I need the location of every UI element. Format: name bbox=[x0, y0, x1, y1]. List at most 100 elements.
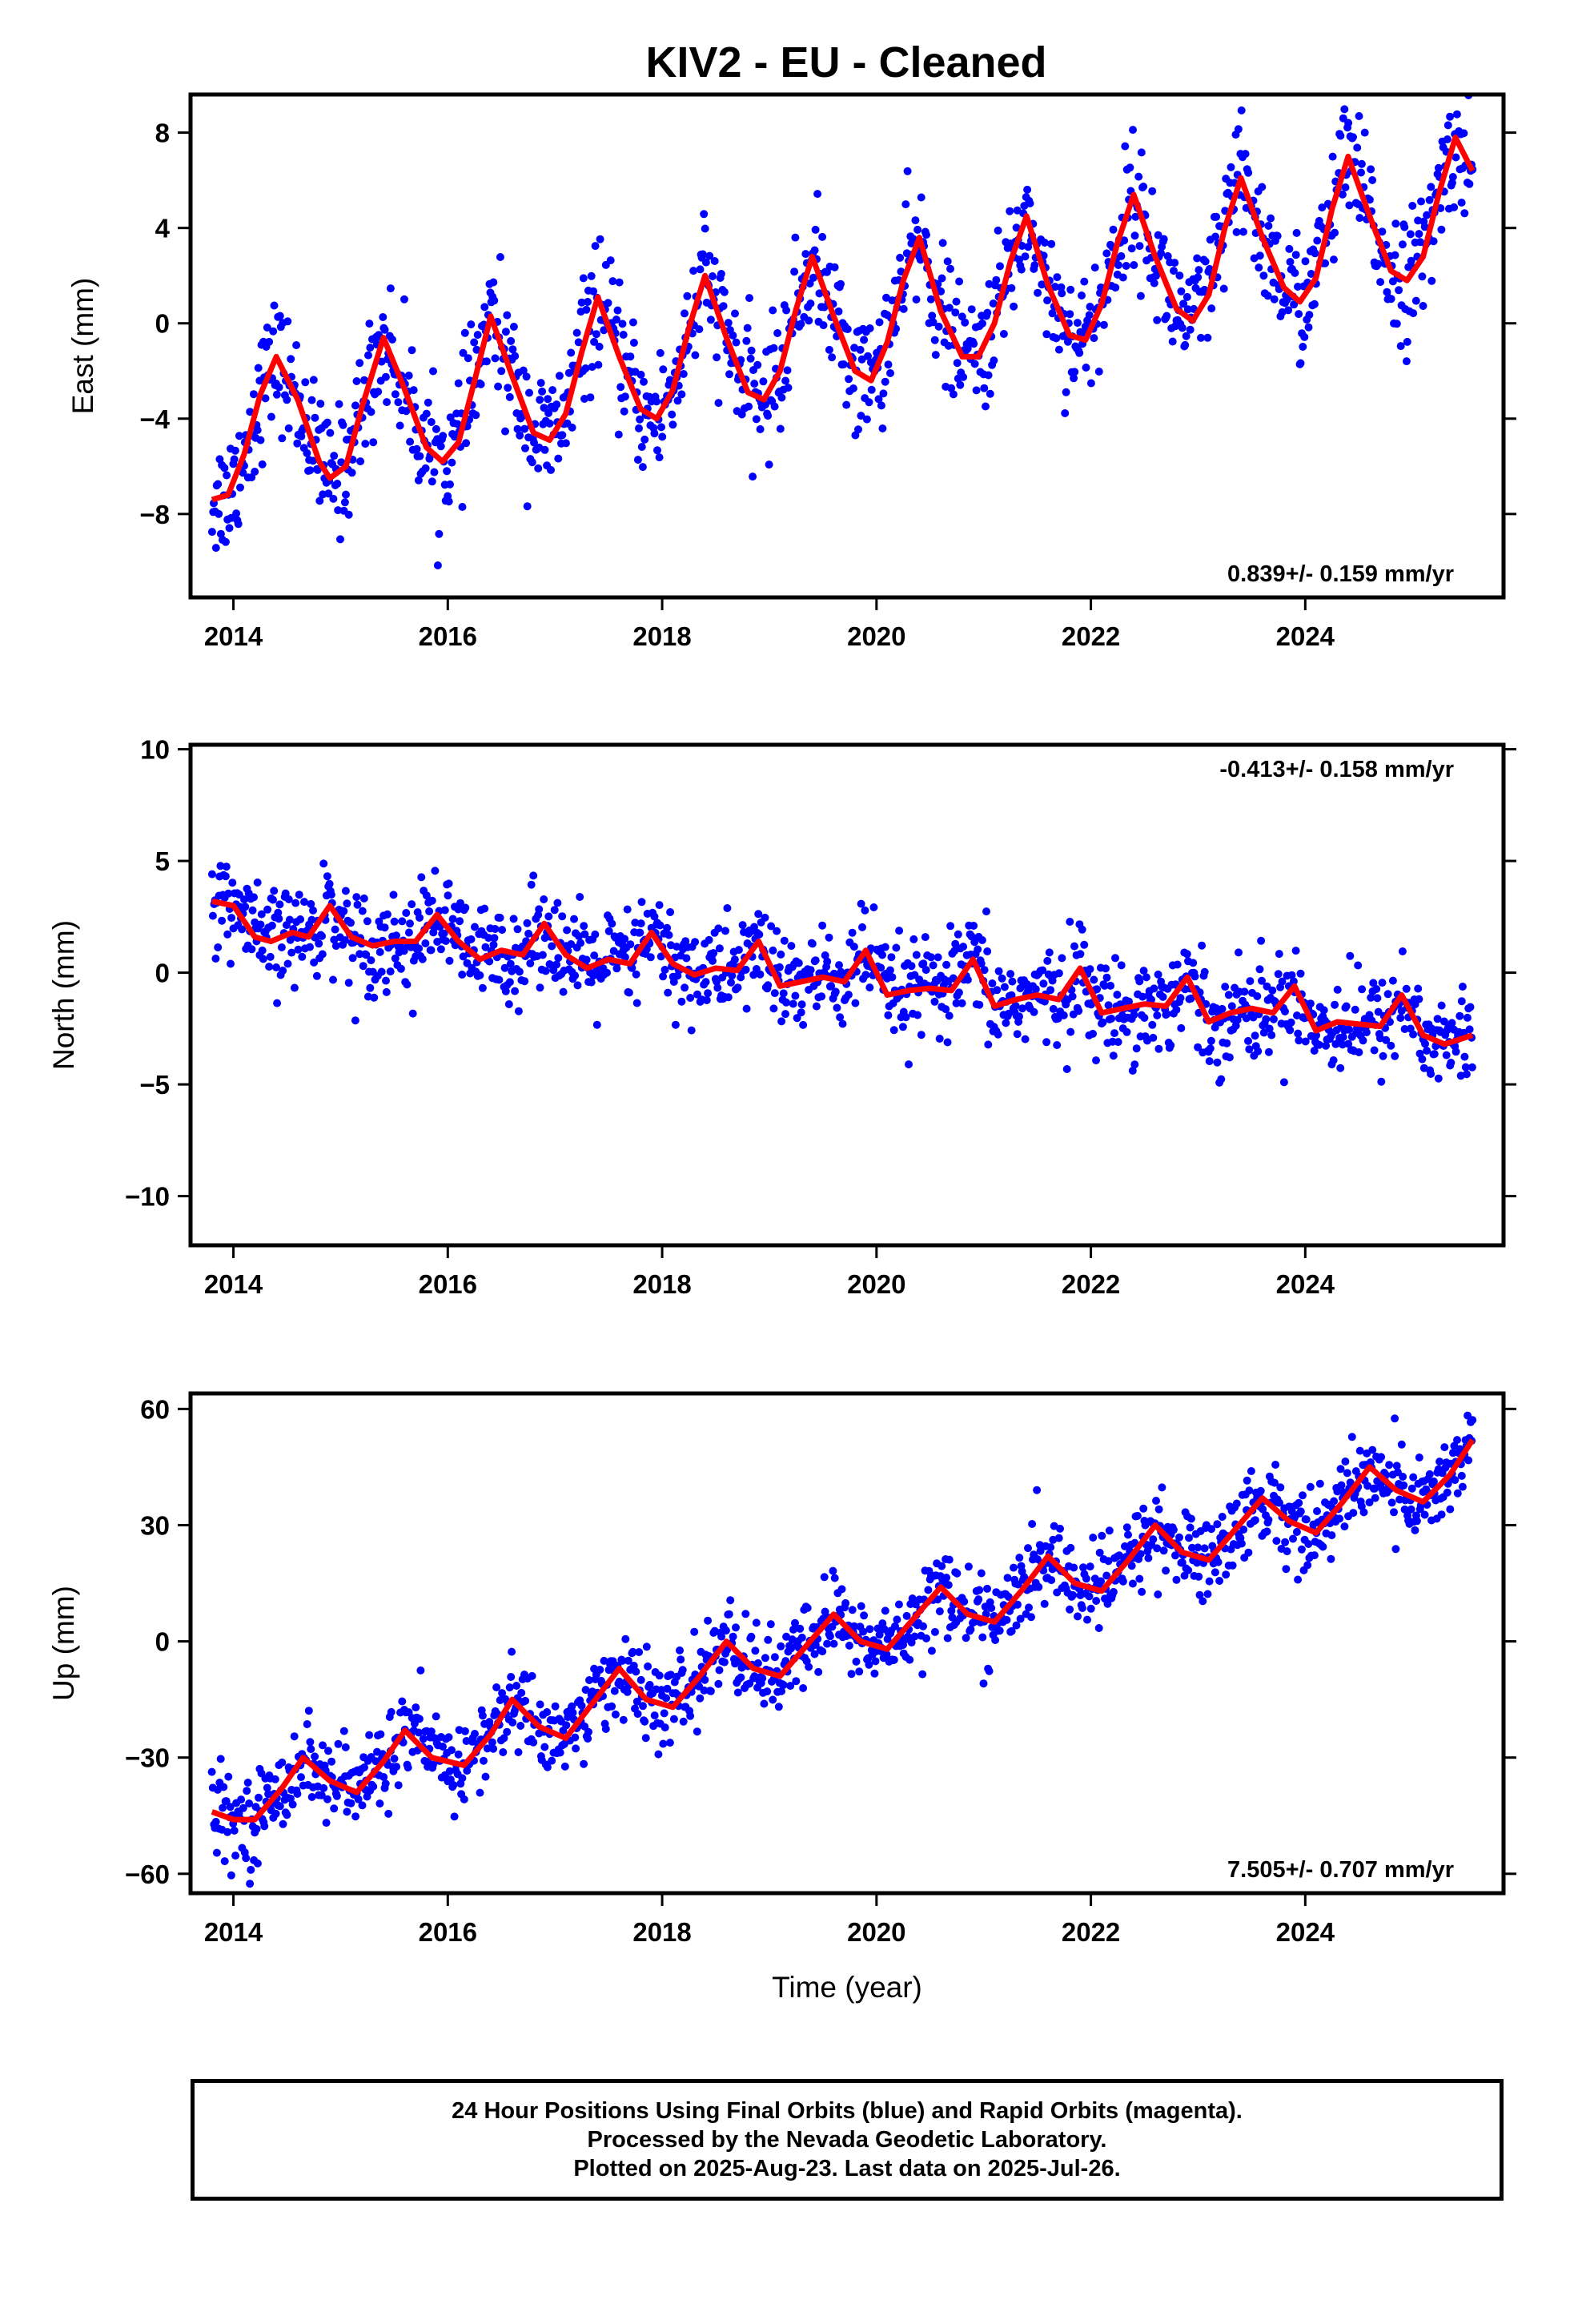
data-point bbox=[673, 396, 682, 405]
data-point bbox=[404, 1763, 412, 1772]
data-point bbox=[1376, 278, 1385, 287]
data-point bbox=[1321, 259, 1330, 267]
data-point bbox=[1185, 1534, 1193, 1542]
data-point bbox=[717, 270, 725, 278]
data-point bbox=[1057, 283, 1066, 292]
data-point bbox=[1090, 263, 1099, 272]
data-point bbox=[304, 1707, 313, 1715]
data-point bbox=[256, 436, 265, 444]
data-point bbox=[849, 384, 857, 392]
data-point bbox=[384, 1809, 393, 1818]
data-point bbox=[686, 1711, 695, 1720]
data-point bbox=[429, 1760, 437, 1769]
data-point bbox=[1122, 262, 1130, 270]
data-point bbox=[755, 930, 764, 939]
data-point bbox=[1195, 1572, 1203, 1581]
data-point bbox=[1045, 948, 1054, 957]
data-point bbox=[404, 372, 413, 380]
data-point bbox=[1358, 985, 1367, 994]
data-point bbox=[360, 376, 368, 384]
data-point bbox=[799, 1684, 808, 1692]
data-point bbox=[686, 994, 695, 1002]
data-point bbox=[484, 934, 493, 943]
data-point bbox=[849, 1622, 858, 1630]
data-point bbox=[380, 325, 389, 334]
data-point bbox=[1370, 1484, 1379, 1493]
data-point bbox=[789, 1625, 797, 1634]
data-point bbox=[523, 502, 532, 511]
data-point bbox=[1287, 971, 1296, 979]
data-point bbox=[476, 1788, 484, 1797]
data-point bbox=[269, 327, 278, 336]
data-point bbox=[782, 998, 790, 1007]
data-point bbox=[521, 444, 529, 452]
data-point bbox=[1399, 1481, 1408, 1490]
data-point bbox=[773, 329, 782, 337]
footer-line-3: Plotted on 2025-Aug-23. Last data on 202… bbox=[573, 2156, 1121, 2181]
data-point bbox=[490, 296, 499, 305]
data-point bbox=[333, 480, 342, 488]
data-point bbox=[1186, 1514, 1195, 1523]
data-point bbox=[1193, 1558, 1202, 1567]
data-point bbox=[307, 1793, 316, 1801]
data-point bbox=[356, 457, 365, 466]
y-tick-label: 60 bbox=[140, 1394, 170, 1424]
data-point bbox=[216, 1755, 225, 1763]
data-point bbox=[741, 965, 750, 974]
data-point bbox=[980, 384, 989, 392]
data-point bbox=[1304, 1540, 1313, 1548]
data-point bbox=[415, 1728, 423, 1737]
data-point bbox=[1154, 970, 1162, 979]
data-point bbox=[921, 966, 930, 975]
data-point bbox=[223, 1827, 232, 1836]
data-point bbox=[1070, 942, 1078, 951]
data-point bbox=[1427, 1070, 1435, 1078]
data-point bbox=[700, 210, 709, 219]
data-point bbox=[275, 1802, 284, 1811]
data-point bbox=[436, 442, 445, 451]
data-point bbox=[1130, 261, 1138, 269]
data-point bbox=[501, 427, 509, 436]
data-point bbox=[600, 1656, 608, 1665]
data-point bbox=[945, 1011, 954, 1020]
data-point bbox=[417, 873, 426, 882]
data-point bbox=[560, 1762, 569, 1771]
data-point bbox=[1194, 1543, 1203, 1552]
data-point bbox=[307, 1745, 315, 1754]
data-point bbox=[1036, 1546, 1045, 1555]
data-point bbox=[324, 489, 333, 498]
data-point bbox=[1182, 950, 1191, 959]
data-point bbox=[323, 418, 331, 427]
data-point bbox=[1264, 222, 1273, 230]
data-point bbox=[454, 905, 463, 914]
data-point bbox=[507, 1673, 516, 1681]
data-point bbox=[1162, 1010, 1171, 1019]
data-point bbox=[666, 908, 675, 916]
data-point bbox=[1373, 994, 1382, 1003]
data-point bbox=[1109, 1587, 1118, 1596]
data-point bbox=[1086, 379, 1095, 388]
data-point bbox=[1200, 1544, 1209, 1553]
data-point bbox=[552, 960, 561, 969]
data-point bbox=[825, 1632, 834, 1641]
data-point bbox=[580, 930, 589, 939]
x-axis-label: Time (year) bbox=[772, 1971, 922, 2004]
data-point bbox=[980, 966, 989, 975]
data-point bbox=[636, 919, 645, 928]
data-point bbox=[632, 1667, 640, 1676]
data-point bbox=[248, 906, 257, 915]
data-point bbox=[243, 1787, 251, 1795]
data-point bbox=[657, 423, 665, 432]
data-point bbox=[955, 277, 964, 286]
data-point bbox=[219, 1803, 227, 1812]
data-point bbox=[589, 287, 598, 296]
data-point bbox=[966, 1625, 975, 1634]
data-point bbox=[307, 396, 316, 404]
data-point bbox=[342, 490, 350, 499]
data-point bbox=[1205, 1057, 1214, 1066]
data-point bbox=[791, 1618, 799, 1627]
data-point bbox=[1117, 961, 1126, 970]
data-point bbox=[1085, 311, 1094, 320]
data-point bbox=[227, 959, 235, 968]
data-point bbox=[1207, 1036, 1215, 1045]
